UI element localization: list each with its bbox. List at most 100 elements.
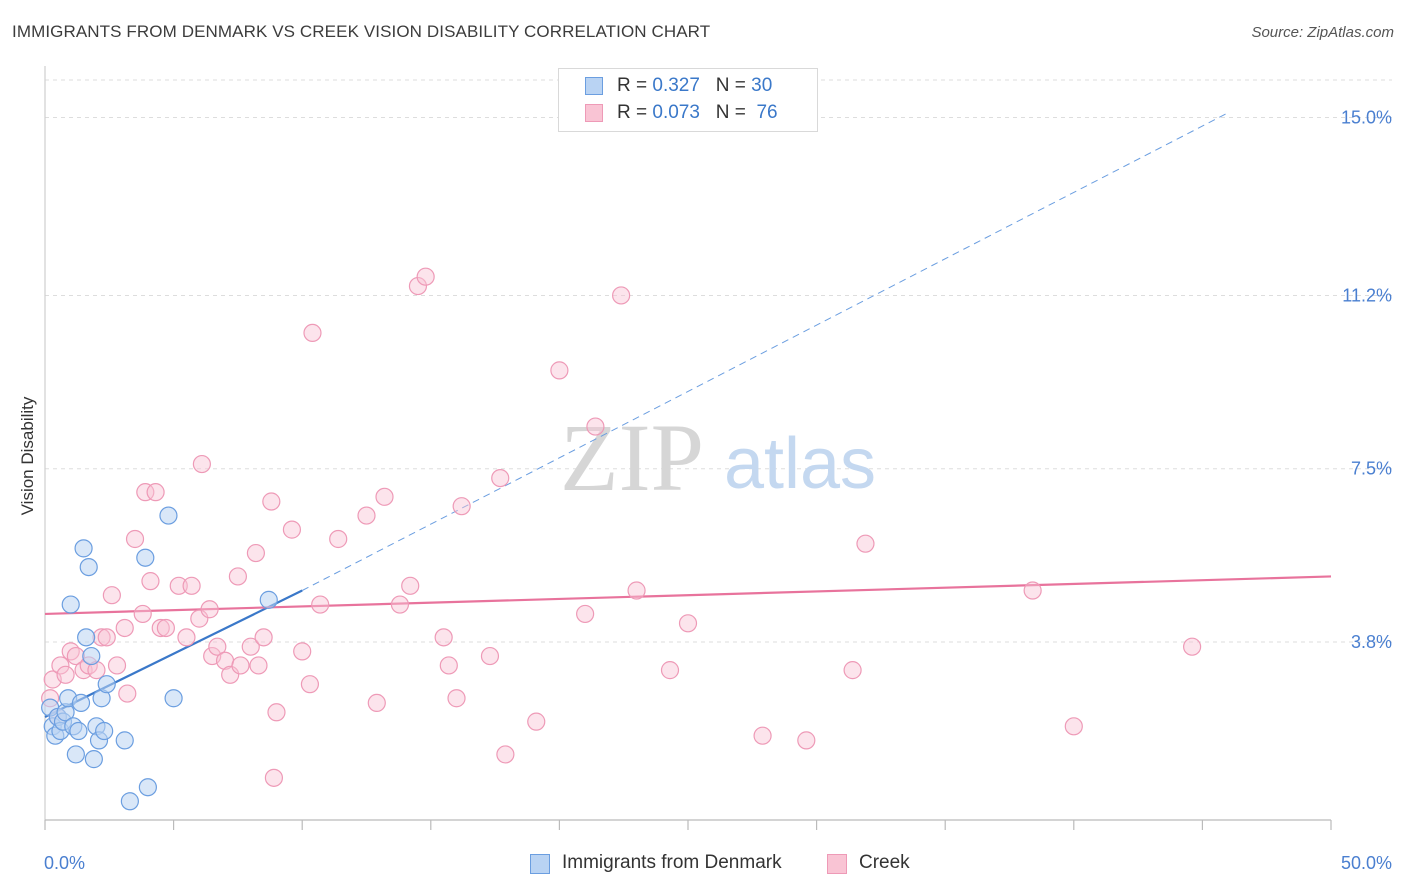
creek-point bbox=[753, 726, 772, 745]
trend-layer bbox=[44, 112, 1332, 718]
denmark-trend-line bbox=[44, 589, 303, 718]
y-tick-label-0: 3.8% bbox=[1351, 632, 1392, 652]
watermark-atlas: atlas bbox=[724, 424, 876, 504]
creek-point bbox=[264, 768, 284, 787]
creek-point bbox=[231, 656, 250, 675]
denmark-point bbox=[120, 792, 139, 811]
denmark-point bbox=[164, 689, 183, 708]
creek-point bbox=[241, 637, 260, 656]
bottom-legend-label: Creek bbox=[859, 852, 910, 873]
creek-point bbox=[480, 646, 500, 666]
creek-point bbox=[843, 661, 862, 680]
legend-text-creek: R = 0.073 N = 76 bbox=[617, 102, 778, 124]
creek-point bbox=[367, 693, 386, 713]
creek-point bbox=[627, 581, 646, 600]
creek-point bbox=[267, 703, 286, 722]
creek-point bbox=[192, 454, 211, 474]
creek-point bbox=[102, 586, 121, 605]
bottom-legend-swatch-pink bbox=[827, 854, 847, 874]
creek-point bbox=[527, 712, 546, 731]
bottom-legend-swatch-blue bbox=[530, 854, 550, 874]
chart-title: IMMIGRANTS FROM DENMARK VS CREEK VISION … bbox=[12, 22, 711, 41]
creek-point bbox=[408, 276, 428, 296]
creek-point bbox=[141, 572, 160, 591]
denmark-point bbox=[79, 557, 98, 577]
watermark: ZIP atlas bbox=[560, 404, 876, 511]
creek-point bbox=[293, 642, 312, 661]
legend-swatch-pink bbox=[585, 104, 603, 122]
creek-point bbox=[300, 675, 320, 694]
creek-point bbox=[496, 745, 515, 764]
legend-n-label: N = bbox=[715, 102, 746, 123]
creek-point bbox=[311, 595, 330, 614]
creek-point bbox=[390, 595, 410, 614]
creek-point bbox=[612, 286, 631, 305]
creek-point bbox=[118, 684, 137, 703]
legend-n-label: N = bbox=[715, 75, 746, 96]
creek-point bbox=[678, 614, 698, 633]
creek-point bbox=[177, 628, 196, 647]
creek-point bbox=[200, 600, 219, 619]
creek-point bbox=[169, 576, 188, 595]
creek-point bbox=[151, 618, 170, 638]
legend-r-value: 0.327 bbox=[652, 75, 700, 96]
creek-point bbox=[262, 492, 281, 511]
x-tick-label-0: 0.0% bbox=[44, 853, 85, 873]
source-label: Source: ZipAtlas.com bbox=[1251, 24, 1394, 41]
tick-labels: 0.0% 50.0% 3.8% 7.5% 11.2% 15.0% bbox=[44, 107, 1392, 873]
legend-n-value: 76 bbox=[756, 102, 778, 123]
denmark-point bbox=[136, 548, 155, 567]
creek-point bbox=[401, 576, 420, 595]
creek-point bbox=[125, 529, 145, 549]
legend-n-value: 30 bbox=[751, 75, 773, 96]
denmark-point bbox=[159, 506, 178, 525]
creek-point bbox=[182, 576, 201, 595]
y-tick-label-3: 15.0% bbox=[1341, 107, 1392, 127]
creek-point bbox=[56, 665, 75, 684]
creek-point bbox=[660, 661, 680, 680]
creek-point bbox=[115, 618, 134, 638]
creek-point bbox=[416, 267, 435, 286]
creek-point bbox=[146, 483, 165, 502]
denmark-points bbox=[41, 506, 278, 811]
creek-point bbox=[136, 483, 155, 502]
creek-point bbox=[303, 323, 322, 343]
creek-point bbox=[97, 628, 116, 647]
stats-legend: R = 0.327 N = 30 R = 0.073 N = 76 bbox=[558, 68, 818, 132]
creek-point bbox=[156, 618, 175, 638]
creek-point bbox=[249, 656, 268, 675]
creek-point bbox=[228, 567, 247, 586]
watermark-zip: ZIP bbox=[560, 404, 704, 511]
denmark-point bbox=[82, 646, 101, 666]
creek-point bbox=[1064, 717, 1083, 736]
legend-swatch-blue bbox=[585, 77, 603, 95]
creek-point bbox=[107, 656, 127, 675]
denmark-point bbox=[97, 675, 116, 694]
creek-point bbox=[452, 497, 471, 516]
creek-point bbox=[797, 731, 816, 750]
denmark-point bbox=[84, 750, 103, 769]
creek-point bbox=[375, 487, 394, 506]
legend-r-label: R = bbox=[617, 75, 648, 96]
creek-point bbox=[856, 534, 875, 553]
creek-point bbox=[550, 361, 569, 380]
x-tick-label-1: 50.0% bbox=[1341, 853, 1392, 873]
denmark-point bbox=[115, 731, 134, 750]
denmark-point bbox=[259, 590, 278, 609]
legend-text-denmark: R = 0.327 N = 30 bbox=[617, 75, 772, 97]
denmark-point bbox=[69, 721, 88, 741]
grid-layer bbox=[45, 79, 1392, 643]
creek-point bbox=[434, 628, 453, 647]
creek-point bbox=[329, 529, 348, 549]
creek-point bbox=[491, 469, 510, 488]
creek-point bbox=[357, 506, 376, 525]
legend-r-label: R = bbox=[617, 102, 648, 123]
denmark-point bbox=[138, 778, 157, 797]
creek-point bbox=[133, 604, 152, 624]
denmark-point bbox=[66, 745, 85, 764]
creek-point bbox=[1023, 581, 1042, 600]
creek-point bbox=[282, 520, 302, 539]
creek-point bbox=[208, 637, 227, 656]
creek-point bbox=[447, 689, 466, 708]
